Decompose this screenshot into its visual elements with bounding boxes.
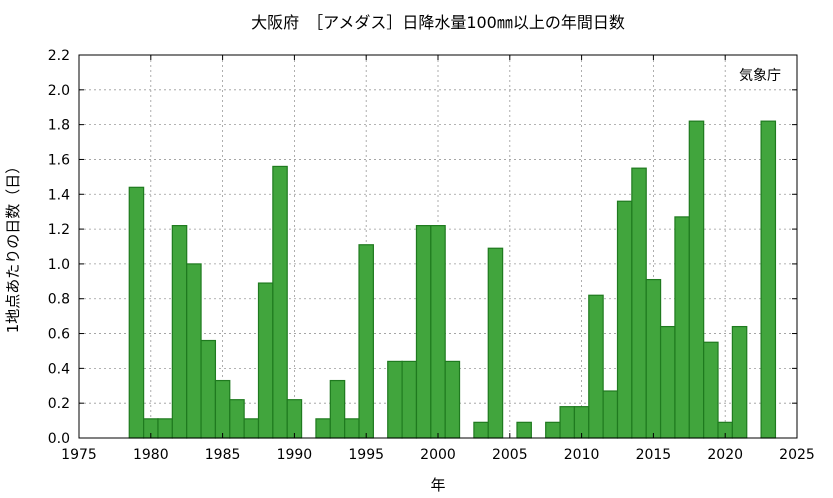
bar-2016 <box>659 325 676 439</box>
bar-1985 <box>214 379 231 439</box>
y-tick-label: 0.6 <box>48 327 70 343</box>
bar-2001 <box>444 360 461 439</box>
bar-1993 <box>329 379 346 439</box>
bar-2015 <box>645 278 662 439</box>
bar-1994 <box>344 418 360 439</box>
bar-1984 <box>200 339 217 439</box>
x-axis-label: 年 <box>430 476 445 494</box>
bar-2012 <box>602 390 619 439</box>
x-tick-label: 2020 <box>707 447 743 463</box>
bar-2003 <box>473 421 489 439</box>
bar-1979 <box>128 186 145 439</box>
bar-1992 <box>315 418 331 439</box>
y-tick-label: 1.0 <box>48 257 70 273</box>
y-tick-label: 1.6 <box>48 152 70 168</box>
bar-1981 <box>157 418 173 439</box>
y-axis-label: 1地点あたりの日数（日） <box>4 159 22 334</box>
bar-2023 <box>760 120 777 439</box>
bar-1986 <box>229 399 245 439</box>
bar-2021 <box>731 325 748 439</box>
y-tick-label: 1.8 <box>48 118 70 134</box>
y-tick-label: 0.4 <box>48 361 70 377</box>
bar-1988 <box>257 282 274 439</box>
chart-title: 大阪府 ［アメダス］日降水量100㎜以上の年間日数 <box>251 13 625 32</box>
bar-2008 <box>545 421 561 439</box>
x-tick-label: 1985 <box>205 447 241 463</box>
x-tick-label: 1975 <box>61 447 97 463</box>
y-tick-label: 2.0 <box>48 83 70 99</box>
y-axis-ticks: 0.0 0.2 0.4 0.6 0.8 1.0 1.2 1.4 1.6 1.8 2.0 2.2 <box>48 48 797 447</box>
x-tick-label: 2025 <box>779 447 815 463</box>
bar-1999 <box>415 225 432 439</box>
bar-2013 <box>616 200 633 439</box>
bar-2019 <box>703 341 719 439</box>
bar-2004 <box>487 247 504 439</box>
bar-1990 <box>286 399 303 439</box>
bar-1983 <box>186 263 202 439</box>
bar-1987 <box>243 418 260 439</box>
bar-2018 <box>688 120 705 439</box>
y-tick-label: 1.2 <box>48 222 70 238</box>
bar-2011 <box>588 294 604 439</box>
x-tick-label: 1995 <box>348 447 384 463</box>
bar-1995 <box>358 244 374 439</box>
x-tick-label: 2005 <box>492 447 528 463</box>
y-tick-label: 0.0 <box>48 431 70 447</box>
bar-1998 <box>401 360 418 439</box>
bar-2014 <box>631 167 647 439</box>
x-tick-label: 1980 <box>133 447 169 463</box>
x-tick-label: 2000 <box>420 447 456 463</box>
bar-2000 <box>430 225 446 439</box>
bar-1989 <box>272 165 288 439</box>
bar-2017 <box>674 216 690 439</box>
y-tick-label: 0.8 <box>48 292 70 308</box>
bar-2009 <box>559 406 576 439</box>
x-tick-label: 2015 <box>636 447 672 463</box>
x-tick-label: 1990 <box>277 447 313 463</box>
x-tick-label: 2010 <box>564 447 600 463</box>
source-note: 気象庁 <box>739 68 781 84</box>
bar-1997 <box>387 360 403 439</box>
bars <box>128 120 777 439</box>
y-tick-label: 1.4 <box>48 187 70 203</box>
y-tick-label: 0.2 <box>48 396 70 412</box>
y-tick-label: 2.2 <box>48 48 70 64</box>
bar-2006 <box>516 421 532 439</box>
x-axis-ticks: 1975 1980 1985 1990 1995 2000 2005 2010 2015 2020… <box>61 55 815 463</box>
bar-1982 <box>171 225 188 439</box>
